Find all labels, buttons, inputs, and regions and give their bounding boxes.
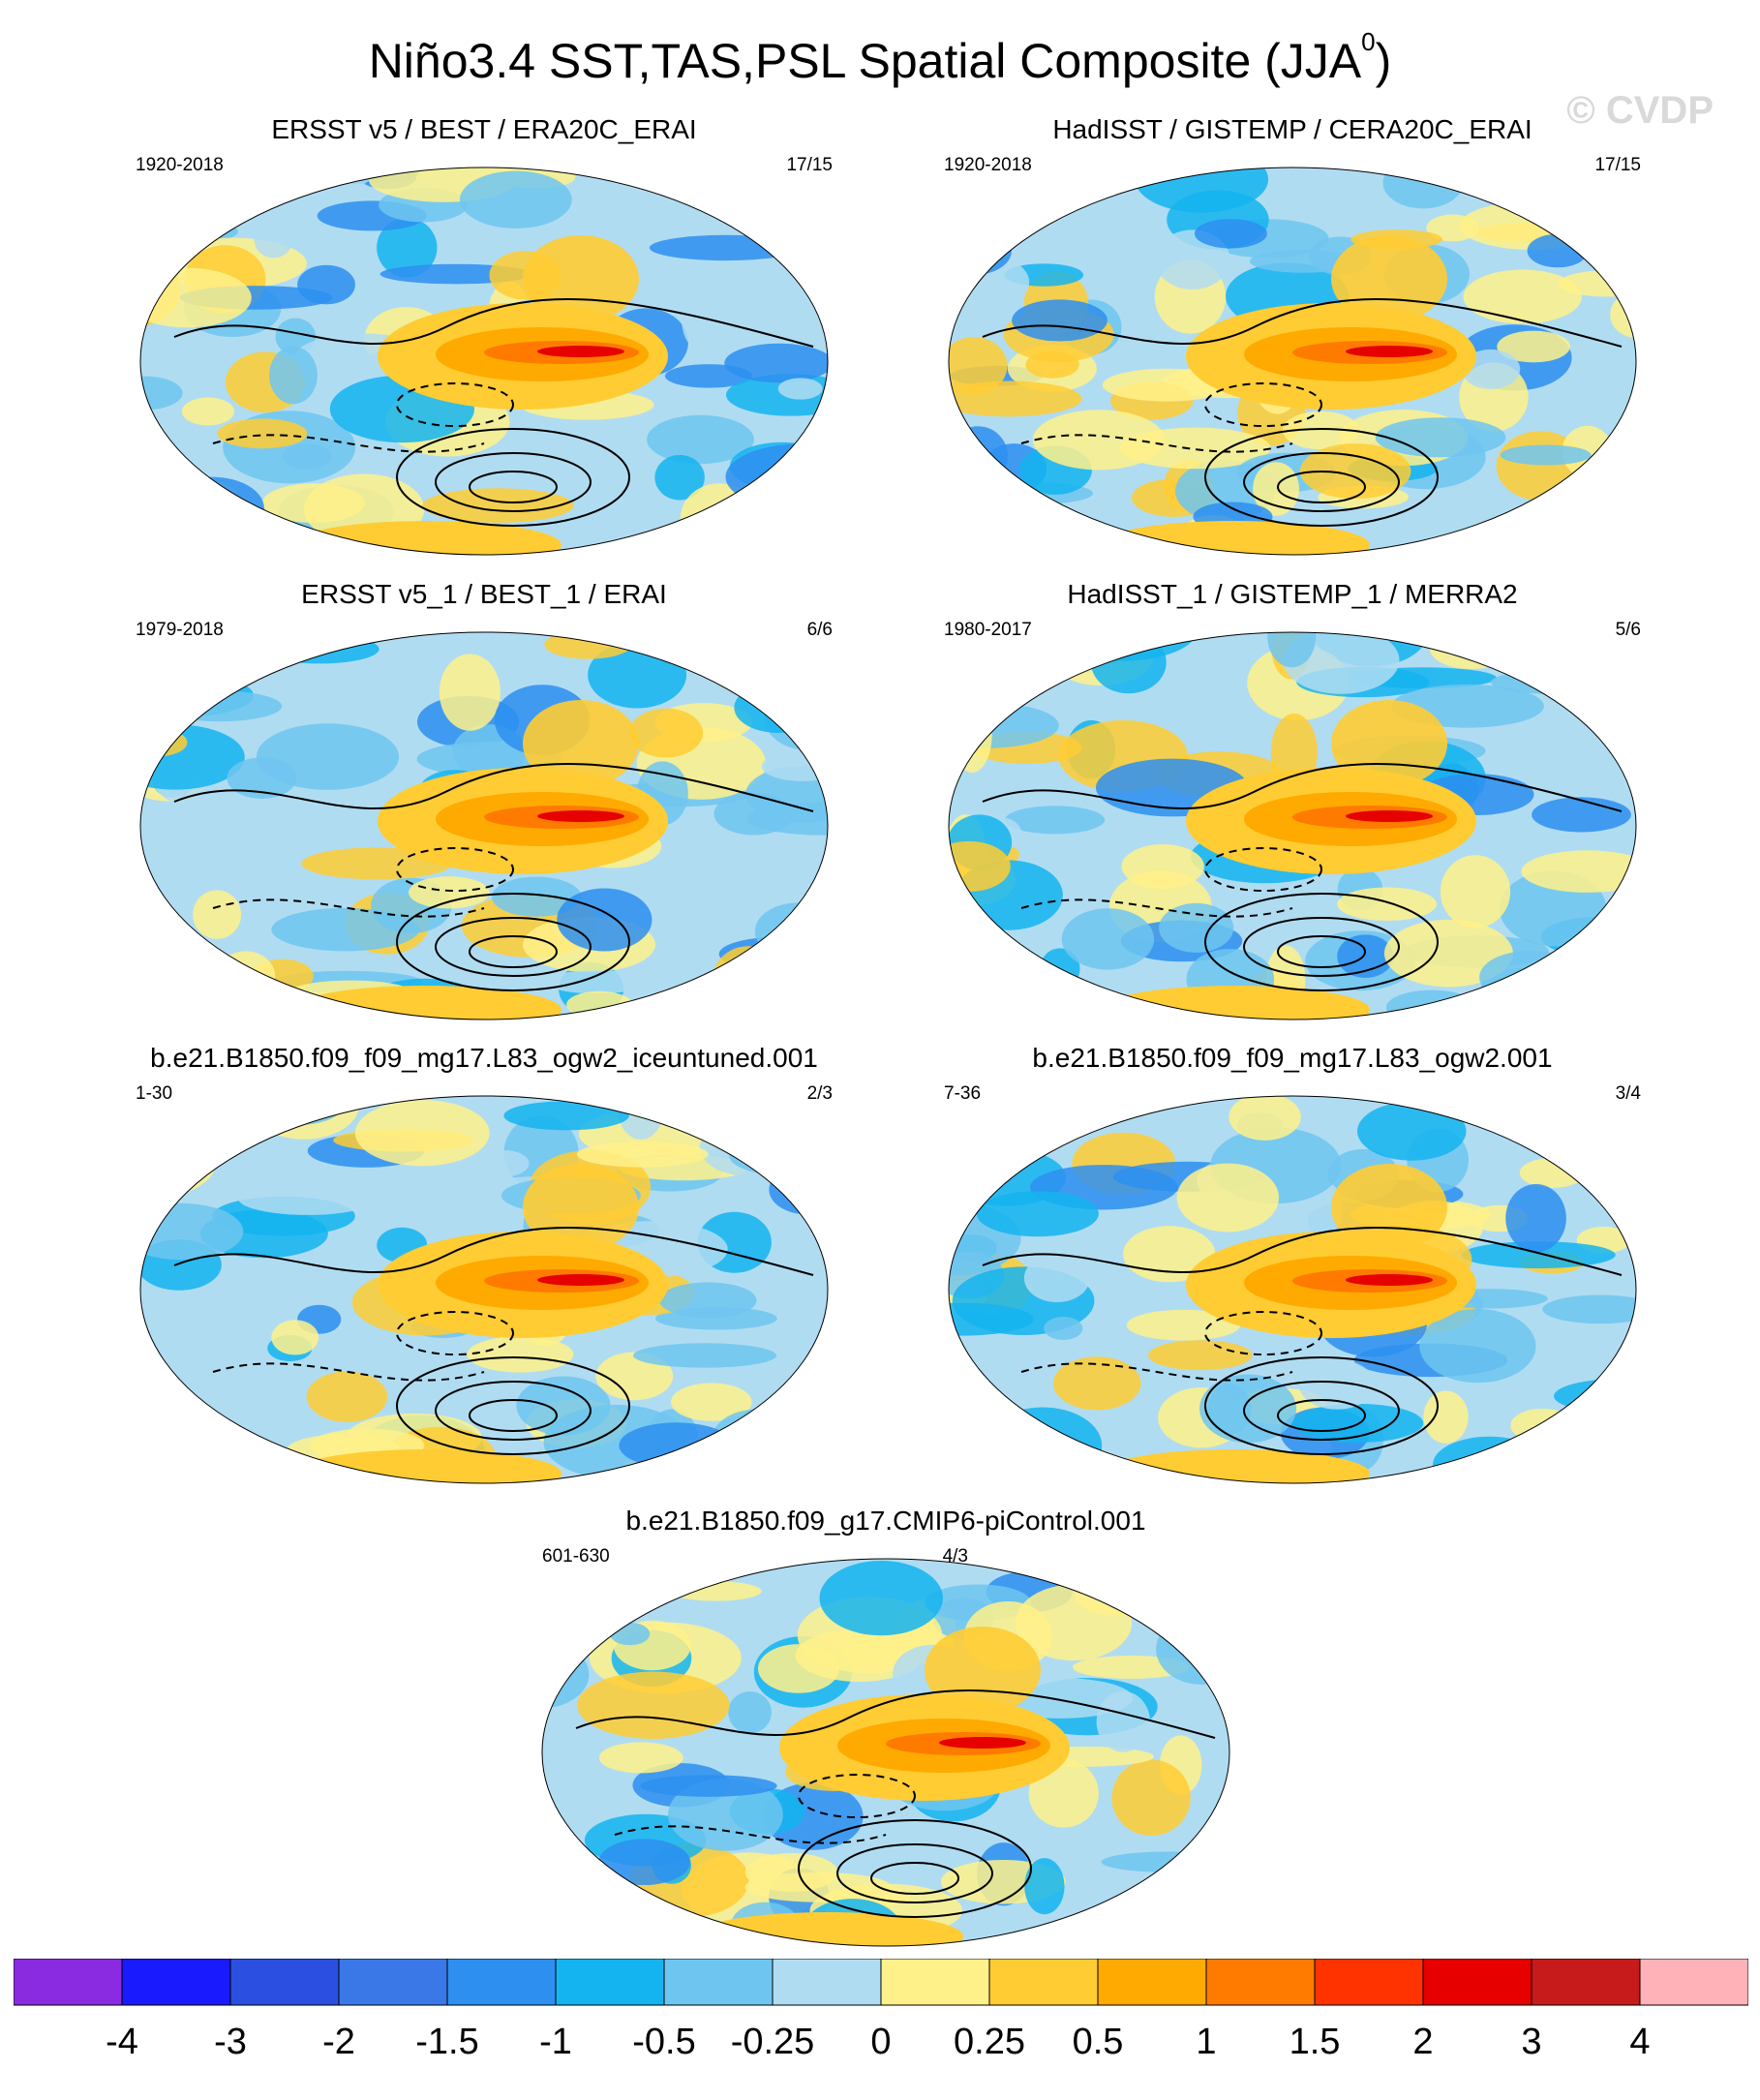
panel-title: HadISST / GISTEMP / CERA20C_ERAI [1052,114,1532,144]
globe-map [948,1095,1637,1484]
map-field [140,1096,828,1483]
map-field [140,632,828,1020]
colorbar-label: -1 [539,2022,572,2062]
panel-title: ERSST v5_1 / BEST_1 / ERAI [301,579,667,609]
map-field [949,632,1636,1020]
colorbar-swatch [229,1959,340,2006]
colorbar [14,1959,1748,2006]
panel-period: 1920-2018 [136,155,224,175]
colorbar-swatch [880,1959,990,2006]
map-panel-4: HadISST_1 / GISTEMP_1 / MERRA2 1980-2017… [934,579,1651,1024]
colorbar-swatch [1205,1959,1316,2006]
globe-map [139,631,829,1020]
map-field [140,167,828,555]
colorbar-swatch [1314,1959,1424,2006]
colorbar-label: -1.5 [415,2022,479,2062]
colorbar-label: 2 [1412,2022,1434,2062]
panel-period: 1980-2017 [944,620,1032,640]
map-panel-2: HadISST / GISTEMP / CERA20C_ERAI 1920-20… [934,114,1651,560]
colorbar-label: -0.25 [730,2022,815,2062]
map-panel-3: ERSST v5_1 / BEST_1 / ERAI 1979-2018 6/6 [126,579,842,1024]
page-title: Niño3.4 SST,TAS,PSL Spatial Composite (J… [368,27,1392,88]
panel-period: 7-36 [944,1083,982,1104]
colorbar-swatch [1422,1959,1532,2006]
colorbar-swatch [14,1959,123,2006]
colorbar-swatch [772,1959,882,2006]
panel-count: 4/3 [942,1546,968,1567]
panel-count: 2/3 [806,1083,833,1104]
watermark: © CVDP [1566,89,1714,132]
colorbar-swatch [1531,1959,1641,2006]
panel-count: 3/4 [1615,1083,1641,1104]
panel-period: 1-30 [136,1083,173,1104]
panel-period: 1920-2018 [944,155,1032,175]
colorbar-swatch [446,1959,557,2006]
colorbar-label: 3 [1521,2022,1542,2062]
map-panel-5: b.e21.B1850.f09_f09_mg17.L83_ogw2_iceunt… [126,1043,842,1488]
colorbar-label: 0.5 [1072,2022,1124,2062]
panel-title: b.e21.B1850.f09_g17.CMIP6-piControl.001 [625,1506,1146,1536]
colorbar-label: 1.5 [1289,2022,1341,2062]
globe-map [139,167,829,556]
panel-title: b.e21.B1850.f09_f09_mg17.L83_ogw2.001 [1032,1043,1553,1073]
colorbar-label: 0 [870,2022,892,2062]
colorbar-swatch [663,1959,774,2006]
panel-count: 6/6 [806,620,833,640]
map-panel-6: b.e21.B1850.f09_f09_mg17.L83_ogw2.001 7-… [934,1043,1651,1488]
colorbar-swatch [121,1959,231,2006]
map-panel-1: ERSST v5 / BEST / ERA20C_ERAI 1920-2018 … [126,114,842,560]
globe-map [948,631,1637,1020]
colorbar-swatch [988,1959,1099,2006]
panel-period: 601-630 [542,1546,610,1567]
colorbar-swatch [555,1959,665,2006]
panel-count: 17/15 [786,155,833,175]
colorbar-label: -4 [106,2022,138,2062]
colorbar-label: -3 [214,2022,247,2062]
colorbar-label: -2 [322,2022,355,2062]
colorbar-label: 4 [1629,2022,1651,2062]
panel-title: b.e21.B1850.f09_f09_mg17.L83_ogw2_iceunt… [150,1043,818,1073]
colorbar-swatch [338,1959,448,2006]
colorbar-label: 0.25 [954,2022,1025,2062]
colorbar-labels: -4 -3 -2 -1.5 -1 -0.5 -0.25 0 0.25 0.5 1 1.5 2 3 4 [0,2022,1760,2070]
panel-period: 1979-2018 [136,620,224,640]
map-field [542,1559,1229,1946]
globe-map [948,167,1637,556]
colorbar-swatch [1097,1959,1207,2006]
colorbar-swatch [1639,1959,1748,2006]
panel-title: HadISST_1 / GISTEMP_1 / MERRA2 [1067,579,1518,609]
colorbar-label: 1 [1196,2022,1217,2062]
colorbar-label: -0.5 [632,2022,696,2062]
map-field [949,1096,1636,1483]
map-panel-7: b.e21.B1850.f09_g17.CMIP6-piControl.001 … [528,1506,1244,1951]
panel-title: ERSST v5 / BEST / ERA20C_ERAI [271,114,697,144]
panel-count: 5/6 [1615,620,1641,640]
map-field [949,167,1636,555]
panel-count: 17/15 [1594,155,1641,175]
globe-map [139,1095,829,1484]
globe-map [541,1558,1230,1947]
